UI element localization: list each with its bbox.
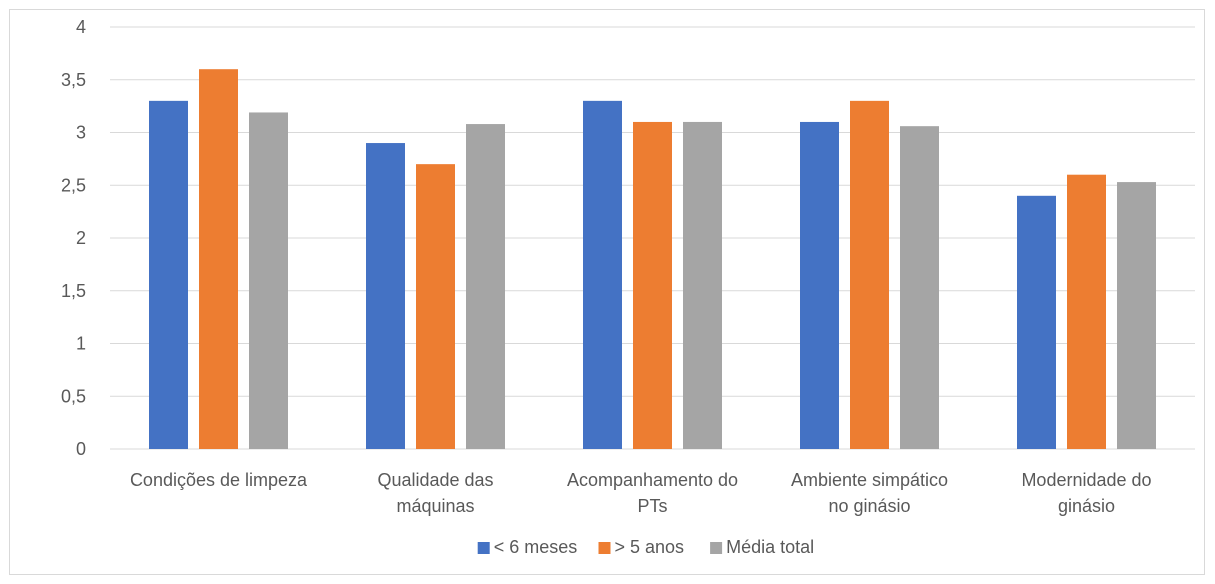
bar <box>416 164 455 449</box>
x-tick-label: máquinas <box>396 496 474 516</box>
bar <box>900 126 939 450</box>
x-tick-label: ginásio <box>1058 496 1115 516</box>
x-tick-label: Acompanhamento do <box>567 470 738 490</box>
y-tick-label: 3 <box>76 123 86 143</box>
x-tick-label: Modernidade do <box>1021 470 1151 490</box>
y-tick-label: 2,5 <box>61 175 86 195</box>
bar <box>1067 174 1106 449</box>
y-tick-label: 3,5 <box>61 70 86 90</box>
bar <box>466 124 505 449</box>
bar <box>800 121 839 449</box>
x-tick-label: Ambiente simpático <box>791 470 948 490</box>
legend-swatch <box>710 542 723 554</box>
y-tick-label: 0 <box>76 439 86 459</box>
x-tick-label: PTs <box>637 496 667 516</box>
bar <box>366 143 405 450</box>
legend-label: > 5 anos <box>615 537 685 557</box>
legend-label: Média total <box>726 537 814 557</box>
bar <box>1017 195 1056 449</box>
bar <box>199 69 238 449</box>
y-tick-label: 1,5 <box>61 281 86 301</box>
legend-label: < 6 meses <box>494 537 578 557</box>
bar <box>249 112 288 449</box>
x-tick-label: Condições de limpeza <box>130 470 308 490</box>
y-tick-label: 4 <box>76 17 86 37</box>
legend-swatch <box>598 542 611 554</box>
bar <box>149 100 188 449</box>
legend-swatch <box>477 542 490 554</box>
y-tick-label: 1 <box>76 334 86 354</box>
bar <box>1117 182 1156 449</box>
y-tick-label: 0,5 <box>61 386 86 406</box>
x-tick-label: Qualidade das <box>377 470 493 490</box>
bar <box>633 121 672 449</box>
bar <box>683 121 722 449</box>
bar <box>850 100 889 449</box>
bar <box>583 100 622 449</box>
y-tick-label: 2 <box>76 228 86 248</box>
x-tick-label: no ginásio <box>828 496 910 516</box>
